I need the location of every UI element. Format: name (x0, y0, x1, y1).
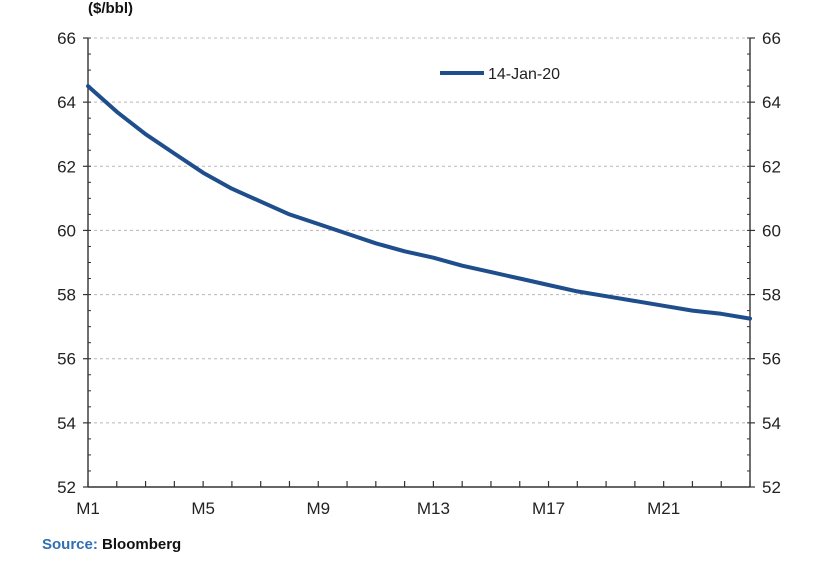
source-value: Bloomberg (102, 536, 182, 553)
y-tick-label-right: 52 (762, 478, 781, 497)
x-tick-label: M9 (306, 499, 330, 518)
y-tick-label-left: 54 (57, 414, 76, 433)
x-tick-label: M13 (417, 499, 450, 518)
legend-label: 14-Jan-20 (488, 66, 560, 83)
series-line (86, 84, 752, 321)
y-tick-label-right: 58 (762, 286, 781, 305)
x-tick-label: M1 (76, 499, 100, 518)
y-tick-label-left: 52 (57, 478, 76, 497)
source-label: Source: (42, 536, 98, 553)
y-tick-label-right: 56 (762, 350, 781, 369)
y-tick-label-left: 56 (57, 350, 76, 369)
x-tick-label: M5 (191, 499, 215, 518)
y-tick-label-left: 62 (57, 157, 76, 176)
x-tick-label: M17 (532, 499, 565, 518)
line-chart: 52 52 54 54 56 56 58 58 60 60 62 62 64 64 66 66 M1 M5 M9 M1… (57, 29, 781, 518)
y-tick-label-left: 66 (57, 29, 76, 48)
y-tick-label-right: 54 (762, 414, 781, 433)
y-tick-label-left: 64 (57, 93, 76, 112)
y-tick-label-right: 62 (762, 157, 781, 176)
y-tick-label-right: 60 (762, 221, 781, 240)
y-axis-unit-label: ($/bbl) (88, 0, 133, 17)
y-tick-label-right: 66 (762, 29, 781, 48)
y-tick-label-left: 58 (57, 286, 76, 305)
y-tick-label-left: 60 (57, 221, 76, 240)
source-note: Source: Bloomberg (42, 536, 181, 553)
x-tick-label: M21 (647, 499, 680, 518)
y-tick-label-right: 64 (762, 93, 781, 112)
